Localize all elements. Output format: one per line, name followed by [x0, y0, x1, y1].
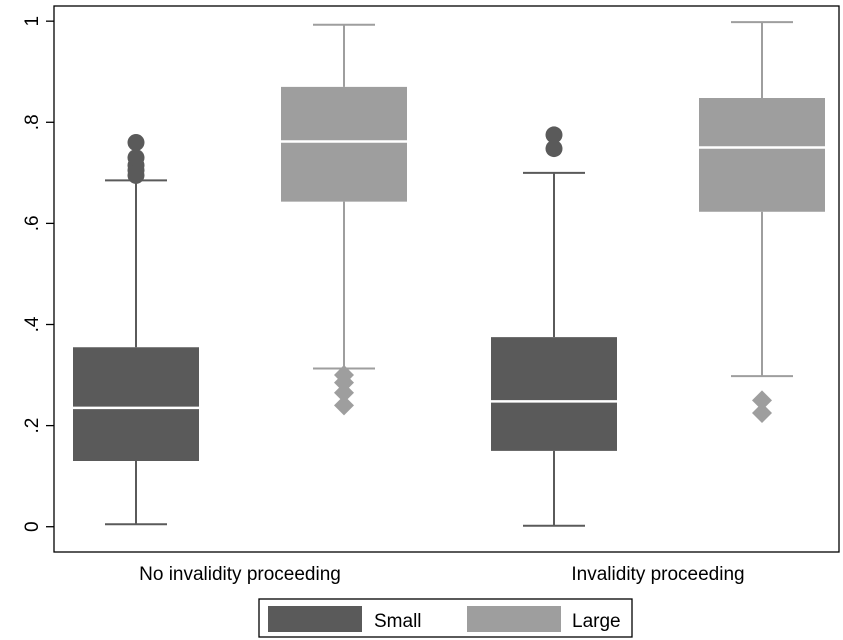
boxes [73, 21, 825, 527]
y-tick-label: .2 [22, 418, 43, 434]
legend-label-large: Large [572, 611, 621, 632]
y-tick-label: .6 [22, 215, 43, 231]
y-tick-label: 1 [22, 16, 43, 27]
x-category-label: Invalidity proceeding [571, 564, 744, 585]
outlier-point [334, 365, 354, 386]
x-axis: No invalidity proceeding Invalidity proce… [139, 564, 744, 585]
plot-border [53, 5, 840, 553]
legend: Small Large [258, 598, 633, 638]
y-tick-label: .4 [22, 316, 43, 332]
box-iqr [281, 86, 407, 202]
outlier-point [334, 382, 354, 403]
box-iqr [73, 347, 199, 461]
box-small [491, 126, 617, 527]
y-axis: 0 .2 .4 .6 .8 1 [22, 16, 54, 532]
outlier-point [752, 390, 772, 411]
x-category-label: No invalidity proceeding [139, 564, 341, 585]
legend-swatch-small [268, 606, 362, 632]
outlier-point [334, 395, 354, 416]
y-tick-label: 0 [22, 521, 43, 532]
outlier-point [545, 126, 563, 144]
outlier-point [127, 134, 145, 151]
outlier-point [545, 140, 563, 158]
box-small [73, 134, 199, 526]
box-large [699, 21, 825, 423]
legend-label-small: Small [374, 611, 422, 632]
outlier-point [127, 149, 145, 167]
plot-frame [53, 5, 840, 553]
legend-swatch-large [467, 606, 561, 632]
box-iqr [491, 337, 617, 451]
box-large [281, 23, 407, 416]
outlier-point [752, 402, 772, 423]
box-iqr [699, 98, 825, 212]
y-tick-label: .8 [22, 114, 43, 130]
